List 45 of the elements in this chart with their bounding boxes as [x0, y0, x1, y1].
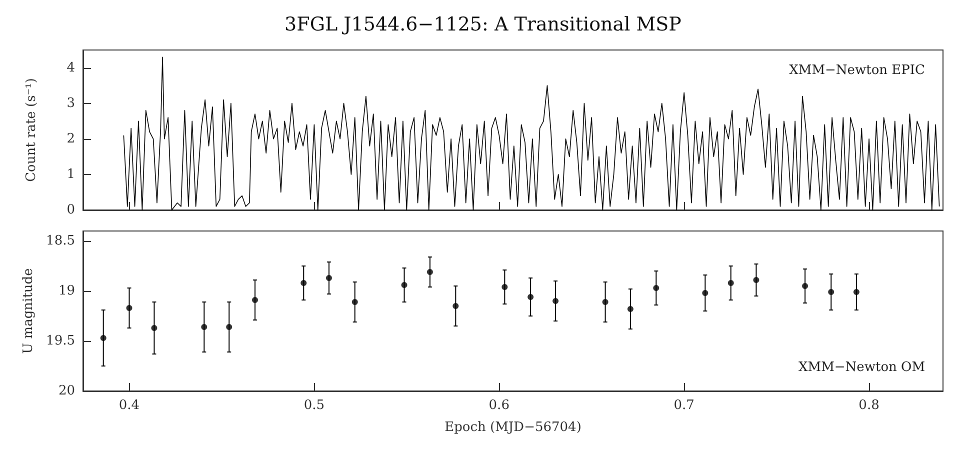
y-tick-label: 1	[66, 166, 75, 182]
point	[627, 306, 634, 312]
point	[426, 269, 433, 275]
point	[126, 305, 132, 311]
point	[853, 289, 860, 295]
line-series	[123, 56, 940, 210]
y-axis-title: U magnitude	[21, 268, 36, 354]
point	[226, 324, 232, 330]
point	[753, 277, 760, 283]
annotation: XMM−Newton EPIC	[789, 63, 926, 78]
point	[653, 285, 660, 291]
point	[528, 294, 534, 300]
point	[326, 275, 332, 281]
point	[802, 283, 808, 289]
point	[401, 282, 408, 288]
y-tick-label: 18.5	[46, 234, 75, 248]
point	[452, 303, 459, 309]
point	[201, 324, 208, 330]
y-tick-label: 3	[66, 96, 75, 111]
y-tick-label: 4	[66, 60, 75, 76]
x-tick-label: 0.4	[118, 398, 140, 413]
x-axis-title: Epoch (MJD−56704)	[444, 420, 582, 435]
point	[828, 289, 834, 295]
y-tick-label: 2	[66, 131, 75, 146]
y-tick-label: 19.5	[46, 334, 75, 348]
point	[702, 290, 708, 296]
y-tick-label: 20	[58, 384, 75, 398]
point	[300, 280, 307, 286]
point	[100, 335, 106, 341]
chart-title: 3FGL J1544.6−1125: A Transitional MSP	[284, 14, 682, 36]
point	[552, 298, 559, 304]
y-tick-label: 0	[66, 202, 75, 218]
point	[252, 297, 258, 303]
x-tick-label: 0.8	[858, 398, 880, 413]
point	[151, 325, 158, 331]
point	[352, 299, 358, 305]
x-tick-label: 0.5	[304, 398, 325, 413]
x-tick-label: 0.6	[488, 398, 510, 413]
y-axis-title: Count rate (s⁻¹)	[24, 78, 39, 182]
point	[502, 284, 508, 290]
annotation: XMM−Newton OM	[798, 360, 926, 375]
y-tick-label: 19	[58, 284, 75, 298]
point	[728, 280, 734, 286]
point	[602, 299, 608, 305]
x-tick-label: 0.7	[674, 398, 694, 413]
